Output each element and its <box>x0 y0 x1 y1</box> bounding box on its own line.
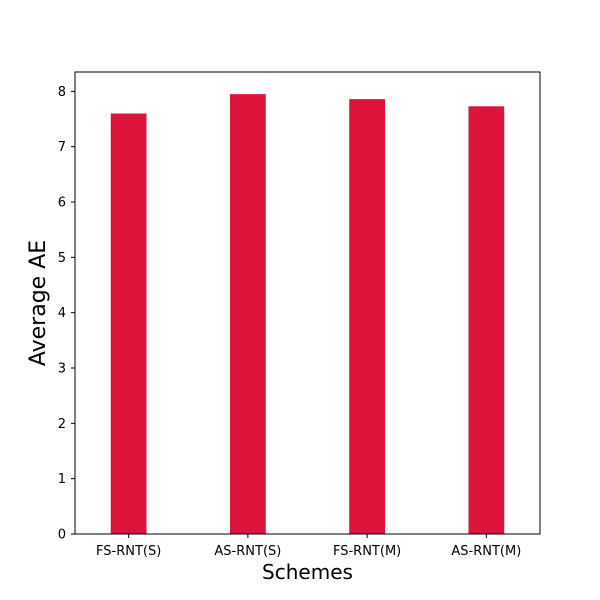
bar-as-rnt-m <box>468 106 505 534</box>
y-tick-label: 7 <box>58 140 66 155</box>
x-tick-label: AS-RNT(M) <box>451 544 521 559</box>
y-axis-ticks: 0 1 2 3 4 5 6 7 8 <box>58 85 75 543</box>
y-tick-label: 5 <box>58 251 66 266</box>
bar-as-rnt-s <box>230 94 266 534</box>
bars <box>110 94 505 534</box>
x-tick-label: FS-RNT(S) <box>96 544 161 559</box>
x-axis-ticks: FS-RNT(S) AS-RNT(S) FS-RNT(M) AS-RNT(M) <box>96 534 521 559</box>
x-tick-label: FS-RNT(M) <box>333 544 401 559</box>
x-axis-title: Schemes <box>262 560 353 584</box>
plot-frame <box>74 71 541 535</box>
y-tick-label: 2 <box>58 417 66 432</box>
y-tick-label: 8 <box>58 85 66 100</box>
y-tick-label: 6 <box>58 196 66 211</box>
y-tick-label: 0 <box>58 528 66 543</box>
y-axis-title: Average AE <box>26 240 51 366</box>
y-tick-label: 4 <box>58 306 66 321</box>
bar-fs-rnt-s <box>110 113 147 534</box>
y-tick-label: 1 <box>58 472 66 487</box>
bar-fs-rnt-m <box>349 99 385 534</box>
y-tick-label: 3 <box>58 362 66 377</box>
x-tick-label: AS-RNT(S) <box>214 544 281 559</box>
